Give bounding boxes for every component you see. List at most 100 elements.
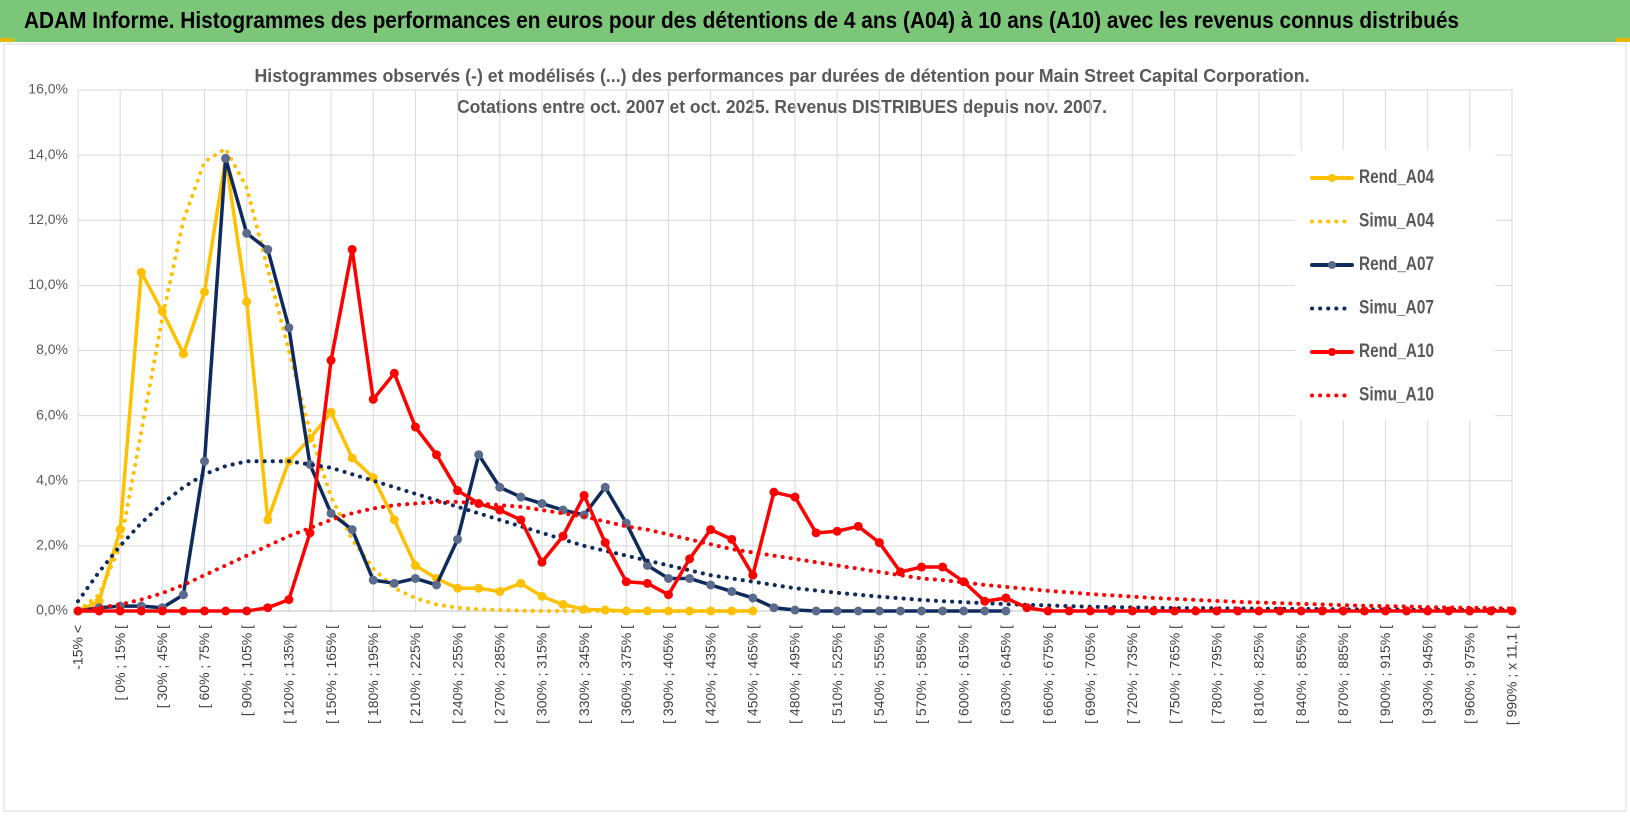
- legend-marker: [1328, 174, 1336, 182]
- point: [200, 606, 210, 616]
- y-tick-label: 6,0%: [36, 406, 68, 422]
- point: [1022, 603, 1032, 613]
- point: [832, 606, 842, 616]
- point: [284, 595, 294, 605]
- legend-marker: [1328, 261, 1336, 269]
- legend-label: Rend_A04: [1359, 167, 1434, 188]
- legend-label: Rend_A07: [1359, 254, 1434, 275]
- point: [453, 583, 463, 593]
- point: [621, 577, 631, 587]
- point: [938, 606, 948, 616]
- point: [642, 578, 652, 588]
- point: [642, 560, 652, 570]
- point: [706, 580, 716, 590]
- x-tick-label: [ 450% ; 465% [: [745, 625, 761, 724]
- x-tick-label: [ 0% ; 15% [: [112, 625, 128, 701]
- point: [347, 245, 357, 255]
- point: [136, 267, 146, 277]
- point: [769, 603, 779, 613]
- point: [874, 606, 884, 616]
- point: [853, 521, 863, 531]
- legend: Rend_A04 Simu_A04 Rend_A07 Simu_A07 Rend_A10…: [1310, 167, 1434, 406]
- point: [600, 482, 610, 492]
- point: [917, 562, 927, 572]
- point: [432, 450, 441, 460]
- x-tick-label: [ 810% ; 825% [: [1251, 625, 1267, 724]
- point: [600, 538, 610, 548]
- x-tick-label: [ 90% ; 105% [: [238, 625, 254, 716]
- x-tick-label: [ 540% ; 555% [: [871, 625, 887, 724]
- point: [516, 492, 526, 502]
- point: [1001, 606, 1011, 616]
- point: [1233, 606, 1243, 616]
- point: [178, 590, 188, 600]
- x-tick-label: [ 30% ; 45% [: [154, 625, 170, 708]
- point: [1212, 606, 1222, 616]
- point: [389, 515, 399, 525]
- legend-label: Simu_A04: [1359, 211, 1434, 232]
- point: [1402, 606, 1412, 616]
- point: [453, 486, 463, 496]
- x-tick-label: [ 330% ; 345% [: [576, 625, 592, 724]
- point: [495, 505, 505, 515]
- point: [832, 526, 842, 536]
- chart-title: Cotations entre oct. 2007 et oct. 2025. …: [457, 97, 1107, 117]
- legend-label: Simu_A07: [1359, 298, 1434, 319]
- point: [895, 606, 905, 616]
- legend-label: Rend_A10: [1359, 341, 1434, 362]
- point: [516, 515, 526, 525]
- point: [938, 562, 948, 572]
- point: [959, 606, 969, 616]
- point: [1149, 606, 1158, 616]
- point: [790, 605, 800, 615]
- point: [242, 228, 252, 238]
- point: [347, 453, 357, 463]
- point: [495, 586, 505, 596]
- point: [1106, 606, 1116, 616]
- point: [389, 578, 399, 588]
- point: [663, 590, 673, 600]
- y-tick-label: 12,0%: [28, 211, 68, 227]
- point: [769, 487, 779, 497]
- point: [558, 599, 568, 609]
- x-tick-label: [ 240% ; 255% [: [449, 625, 465, 724]
- point: [410, 422, 420, 432]
- x-tick-label: [ 60% ; 75% [: [196, 625, 212, 708]
- point: [284, 323, 294, 333]
- point: [263, 245, 273, 255]
- x-tick-label: [ 180% ; 195% [: [365, 625, 381, 724]
- point: [1338, 606, 1348, 616]
- x-tick-label: [ 120% ; 135% [: [281, 625, 297, 724]
- x-tick-label: [ 510% ; 525% [: [829, 625, 845, 724]
- point: [811, 528, 821, 538]
- point: [1127, 606, 1137, 616]
- model-line: [76, 499, 1514, 613]
- point: [537, 499, 547, 509]
- point: [389, 368, 399, 378]
- legend-marker: [1328, 348, 1336, 356]
- point: [663, 573, 673, 583]
- point: [1359, 606, 1369, 616]
- point: [157, 606, 167, 616]
- point: [1317, 606, 1327, 616]
- x-tick-label: [ 630% ; 645% [: [998, 625, 1014, 724]
- point: [706, 525, 716, 535]
- x-tick-label: [ 570% ; 585% [: [913, 625, 929, 724]
- point: [748, 570, 758, 580]
- point: [326, 355, 336, 365]
- x-tick-label: [ 210% ; 225% [: [407, 625, 423, 724]
- x-tick-label: [ 750% ; 765% [: [1166, 625, 1182, 724]
- point: [537, 557, 547, 567]
- x-tick-label: [ 930% ; 945% [: [1419, 625, 1435, 724]
- point: [200, 456, 210, 466]
- point: [811, 606, 821, 616]
- point: [874, 538, 884, 548]
- point: [1170, 606, 1180, 616]
- point: [1275, 606, 1285, 616]
- point: [368, 394, 378, 404]
- y-tick-label: 14,0%: [28, 146, 68, 162]
- x-tick-label: [ 690% ; 705% [: [1082, 625, 1098, 724]
- point: [579, 490, 589, 500]
- point: [685, 554, 695, 564]
